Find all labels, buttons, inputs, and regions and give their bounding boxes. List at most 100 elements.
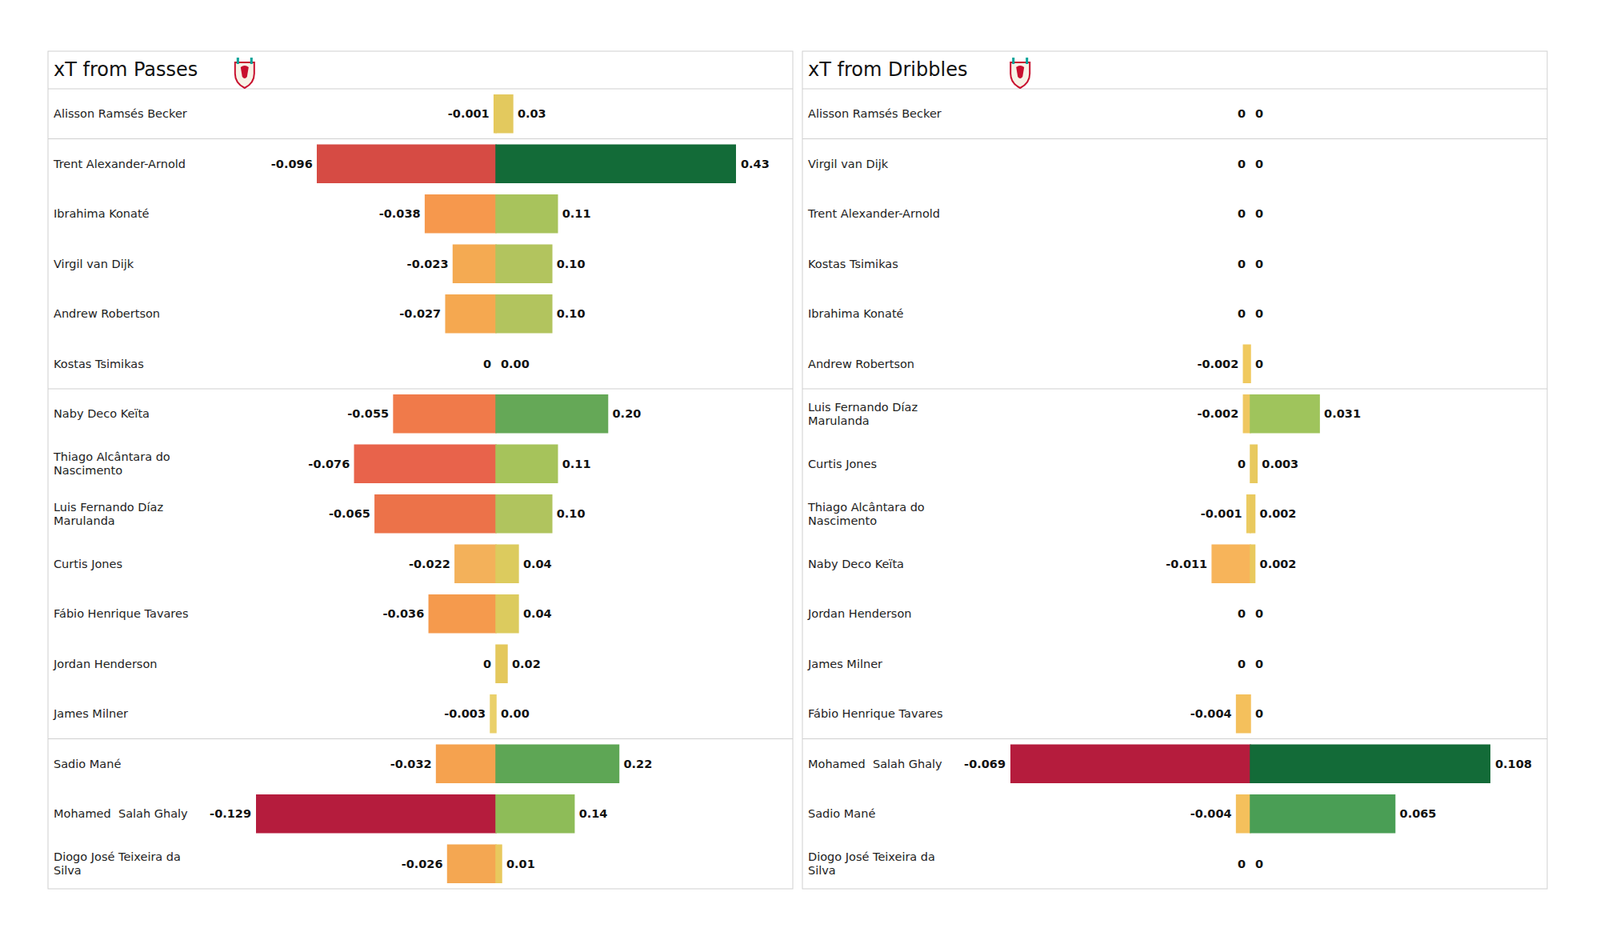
bar [1250,795,1396,833]
data-label: 0 [1255,607,1264,620]
data-label: -0.001 [448,107,490,120]
data-label: 0.065 [1400,807,1437,820]
bar [496,395,608,433]
category-label: Mohamed Salah Ghaly [808,757,943,771]
bar [455,544,496,583]
bar [1249,644,1252,683]
bar [496,544,519,583]
bar [1249,695,1252,733]
bar [1249,195,1252,233]
bar [1249,95,1252,133]
category-label: Luis Fernando Díaz Marulanda [808,400,922,428]
category-label: Thiago Alcântara do Nascimento [52,450,174,477]
bar [1250,495,1256,533]
data-label: 0.03 [517,107,547,120]
category-label: Andrew Robertson [53,307,160,320]
bar [496,195,558,233]
panel: xT from DribblesAlisson Ramsés BeckerVir… [802,51,1548,889]
data-label: 0 [1255,207,1264,220]
data-label: 0.10 [556,507,586,520]
category-label: Andrew Robertson [808,357,915,371]
data-label: -0.032 [390,757,432,771]
crest-icon [235,57,255,88]
bar [1249,844,1252,883]
data-label: 0 [1237,457,1246,471]
category-label: Trent Alexander-Arnold [52,157,186,171]
bar [495,344,497,383]
data-label: 0.108 [1495,757,1532,771]
category-label: Luis Fernando Díaz Marulanda [53,500,168,528]
bar [1250,744,1491,783]
data-label: -0.011 [1165,557,1208,571]
data-label: 0 [1237,607,1246,620]
category-label: Virgil van Dijk [53,257,135,271]
group-separator [48,138,793,140]
bar [496,295,552,333]
data-label: 0 [1255,157,1264,171]
data-label: -0.038 [379,207,421,220]
data-label: -0.069 [964,757,1006,771]
bar [453,244,496,283]
data-label: 0 [1237,257,1246,271]
data-label: 0 [1237,857,1246,871]
bar [1249,144,1252,183]
category-label: Virgil van Dijk [808,157,889,171]
bar [1250,395,1320,433]
crest-shape [1010,62,1030,88]
data-label: 0 [1255,657,1264,671]
category-label: Sadio Mané [53,757,121,771]
data-label: -0.129 [209,807,252,820]
group-separator [48,738,793,740]
data-labels: 00000-0.002-0.0020-0.001-0.01100-0.004-0… [964,107,1532,871]
bar [1249,595,1252,633]
data-label: -0.065 [328,507,371,520]
bar [1236,695,1251,733]
bar [425,195,496,233]
category-label: Curtis Jones [53,557,123,571]
bar [1250,444,1257,483]
group-separator [802,388,1548,390]
bar [490,695,496,733]
data-label: -0.004 [1190,707,1232,720]
bar [496,595,519,633]
crest-icon [1010,57,1030,88]
data-label: -0.076 [308,457,350,471]
bar [375,495,496,533]
crest-flame [1012,57,1015,64]
group-separator [802,138,1548,140]
bar [354,444,496,483]
category-label: Ibrahima Konaté [808,307,904,320]
category-label: Trent Alexander-Arnold [807,207,940,220]
crest-flame [1025,57,1028,64]
data-label: -0.002 [1196,407,1239,420]
data-label: -0.001 [1200,507,1243,520]
data-label: -0.003 [444,707,486,720]
data-label: 0 [1237,107,1246,120]
bar [1249,644,1252,683]
category-label: Diogo José Teixeira da Silva [808,850,940,877]
data-label: 0 [1237,207,1246,220]
category-label: Jordan Henderson [807,607,912,620]
bar [1249,344,1252,383]
data-label: -0.022 [408,557,451,571]
data-label: 0.10 [556,307,586,320]
data-label: 0.031 [1324,407,1361,420]
bars [256,95,736,884]
data-label: -0.026 [401,857,444,871]
category-label: Sadio Mané [808,807,876,820]
bar [1249,295,1252,333]
data-label: 0.11 [562,207,592,220]
bar [1249,95,1252,133]
data-label: 0.43 [740,157,770,171]
title-separator [802,88,1548,90]
bar [1243,395,1251,433]
data-label: 0.002 [1260,507,1297,520]
category-label: Naby Deco Keïta [53,407,150,420]
bar [496,244,552,283]
data-label: -0.036 [382,607,424,620]
data-label: -0.023 [407,257,449,271]
category-label: Kostas Tsimikas [53,357,144,371]
bar [1212,544,1251,583]
data-label: 0.01 [506,857,536,871]
bar [496,495,552,533]
